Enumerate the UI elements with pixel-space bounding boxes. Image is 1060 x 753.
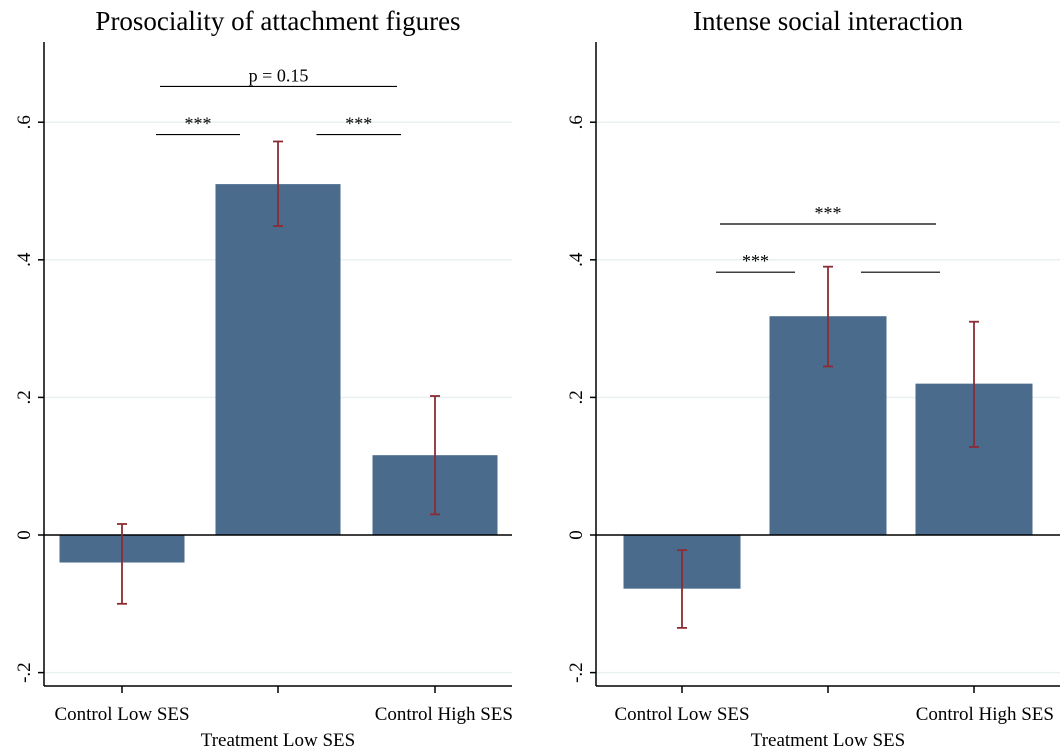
significance-label: *** bbox=[815, 203, 842, 223]
error-bar bbox=[430, 395, 440, 516]
error-bar bbox=[273, 140, 283, 227]
y-tick-label: 0 bbox=[566, 530, 587, 540]
error-bar bbox=[823, 265, 833, 368]
error-bar bbox=[969, 320, 979, 448]
error-bar bbox=[117, 523, 127, 605]
y-tick-label: 0 bbox=[14, 530, 35, 540]
significance-annotation: *** bbox=[720, 203, 936, 225]
x-category-label: Control Low SES bbox=[54, 704, 189, 725]
significance-label: *** bbox=[185, 114, 212, 134]
y-tick-label: .6 bbox=[14, 115, 35, 129]
significance-annotation: p = 0.15 bbox=[160, 65, 397, 88]
chart-title: Prosociality of attachment figures bbox=[95, 6, 460, 36]
significance-annotation: *** bbox=[156, 114, 240, 136]
x-category-label: Treatment Low SES bbox=[201, 730, 355, 751]
bar bbox=[215, 184, 341, 535]
error-bar bbox=[677, 549, 687, 629]
x-category-label: Control Low SES bbox=[614, 704, 749, 725]
x-category-label: Control High SES bbox=[375, 704, 513, 725]
x-category-label: Control High SES bbox=[916, 704, 1054, 725]
y-tick-label: .6 bbox=[566, 115, 587, 129]
significance-label: *** bbox=[345, 114, 372, 134]
y-tick-label: -.2 bbox=[14, 662, 35, 683]
y-tick-label: .2 bbox=[566, 390, 587, 404]
chart-title: Intense social interaction bbox=[693, 6, 963, 36]
y-tick-label: .2 bbox=[14, 390, 35, 404]
significance-annotation: *** bbox=[716, 251, 795, 273]
significance-annotation: *** bbox=[316, 114, 401, 136]
significance-label: p = 0.15 bbox=[249, 65, 309, 85]
x-category-label: Treatment Low SES bbox=[751, 730, 905, 751]
y-tick-label: -.2 bbox=[566, 662, 587, 683]
y-tick-label: .4 bbox=[566, 252, 587, 267]
chart-panel-1: Prosociality of attachment figures -.2 0 .2… bbox=[14, 6, 513, 751]
y-tick-label: .4 bbox=[14, 252, 35, 267]
chart-panel-2: Intense social interaction -.2 0 .2 .4 .6 Cont… bbox=[566, 6, 1060, 751]
significance-label: *** bbox=[742, 251, 769, 271]
